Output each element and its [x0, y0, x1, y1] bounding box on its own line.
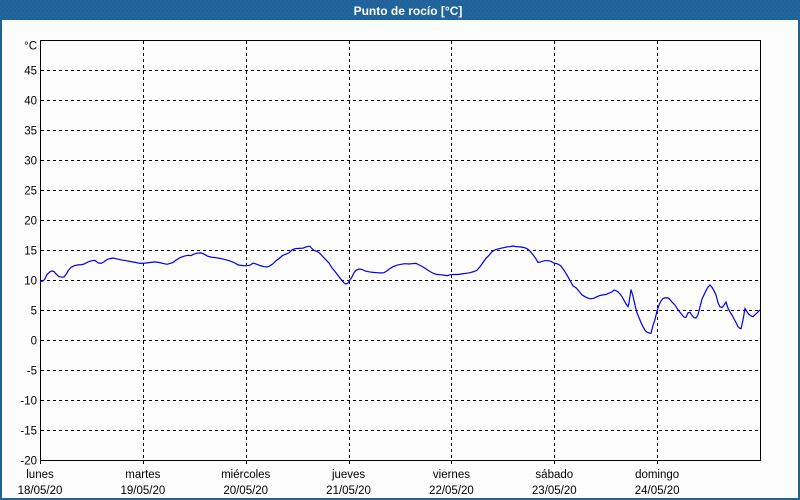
svg-text:-10: -10: [20, 396, 37, 408]
svg-text:21/05/20: 21/05/20: [326, 485, 371, 497]
svg-text:20/05/20: 20/05/20: [223, 485, 268, 497]
svg-text:miércoles: miércoles: [221, 469, 270, 481]
svg-text:sábado: sábado: [535, 469, 573, 481]
svg-text:°C: °C: [24, 41, 37, 53]
svg-text:20: 20: [24, 216, 37, 228]
svg-text:martes: martes: [125, 469, 160, 481]
svg-text:jueves: jueves: [331, 469, 365, 481]
svg-text:18/05/20: 18/05/20: [18, 485, 63, 497]
svg-text:40: 40: [24, 96, 37, 108]
svg-text:22/05/20: 22/05/20: [429, 485, 474, 497]
svg-text:-15: -15: [20, 426, 37, 438]
svg-text:5: 5: [31, 306, 37, 318]
svg-text:30: 30: [24, 156, 37, 168]
svg-text:19/05/20: 19/05/20: [120, 485, 165, 497]
svg-text:25: 25: [24, 186, 37, 198]
svg-text:45: 45: [24, 66, 37, 78]
svg-text:-5: -5: [27, 366, 37, 378]
svg-text:domingo: domingo: [635, 469, 679, 481]
svg-text:viernes: viernes: [433, 469, 470, 481]
svg-text:23/05/20: 23/05/20: [532, 485, 577, 497]
svg-text:10: 10: [24, 276, 37, 288]
svg-text:0: 0: [31, 336, 37, 348]
svg-text:15: 15: [24, 246, 37, 258]
svg-text:lunes: lunes: [26, 469, 54, 481]
svg-text:24/05/20: 24/05/20: [635, 485, 680, 497]
svg-text:35: 35: [24, 126, 37, 138]
svg-text:Punto de rocío [°C]: Punto de rocío [°C]: [354, 4, 463, 18]
svg-text:-20: -20: [20, 456, 37, 468]
